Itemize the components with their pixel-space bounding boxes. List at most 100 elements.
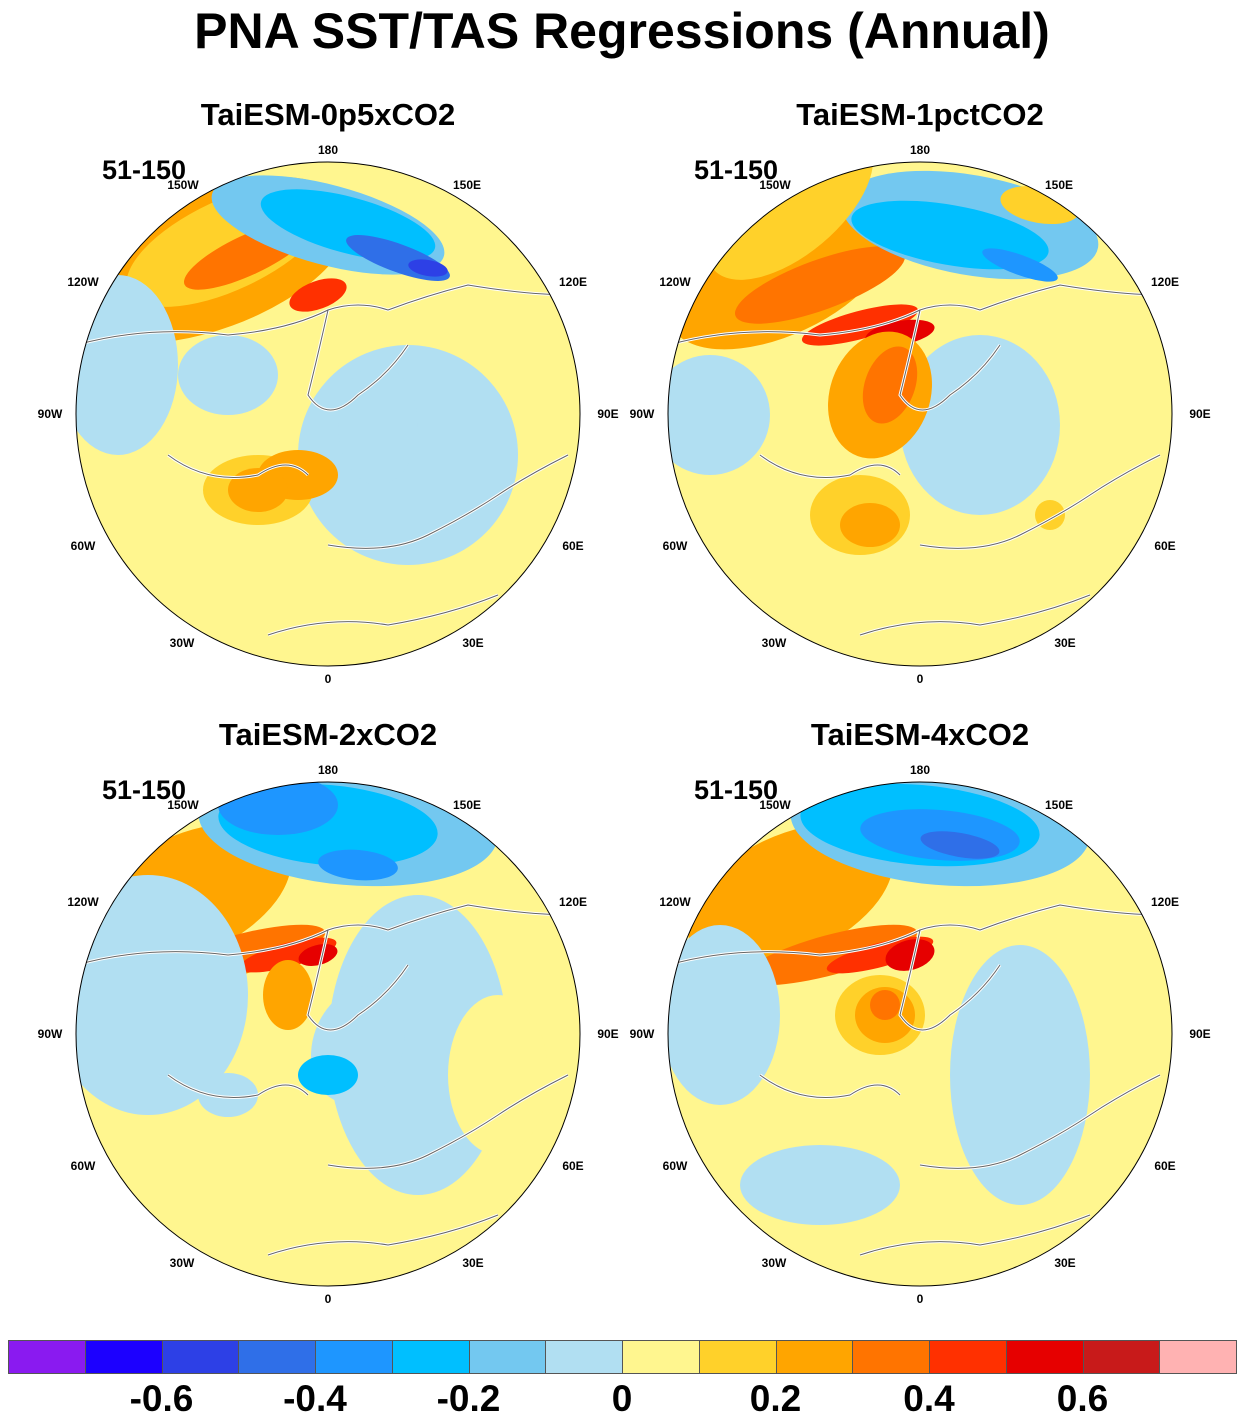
longitude-label: 180: [910, 143, 930, 157]
longitude-label: 30W: [170, 1256, 195, 1270]
longitude-label: 180: [318, 763, 338, 777]
longitude-label: 60E: [1154, 539, 1175, 553]
longitude-label: 90E: [597, 1027, 618, 1041]
map-panel: TaiESM-1pctCO2 180 150E 120E 90E 60E 30E 0 30W 60…: [620, 95, 1220, 705]
longitude-label: 0: [917, 1292, 924, 1306]
field-contour: [198, 1073, 258, 1117]
colorbar-box: [929, 1340, 1007, 1374]
field-contour: [870, 990, 900, 1020]
period-label: 51-150: [694, 775, 779, 805]
longitude-label: 120E: [559, 895, 587, 909]
longitude-label: 150W: [167, 798, 199, 812]
period-label: 51-150: [102, 155, 187, 185]
colorbar-tick-label: 0: [611, 1378, 633, 1419]
longitude-label: 150W: [167, 178, 199, 192]
longitude-label: 180: [910, 763, 930, 777]
colorbar-box: [775, 1340, 854, 1374]
field-contour: [408, 259, 448, 277]
longitude-label: 0: [325, 1292, 332, 1306]
longitude-label: 30E: [1054, 1256, 1075, 1270]
longitude-label: 90W: [630, 1027, 655, 1041]
map-border: [667, 161, 1173, 667]
longitude-label: 90E: [1189, 1027, 1210, 1041]
coastline: [899, 929, 1001, 1031]
coastline: [327, 1074, 569, 1169]
field-contour: [289, 278, 347, 312]
map-border: [75, 781, 581, 1287]
colorbar-tick-label: 0.4: [903, 1378, 955, 1419]
polar-map: 180 150E 120E 90E 60E 30E 0 30W 60W 90W 120W 150W: [630, 143, 1211, 686]
longitude-label: 60E: [1154, 1159, 1175, 1173]
coastline: [167, 454, 309, 478]
coastline: [668, 904, 1166, 966]
field-contour: [338, 365, 418, 485]
field-contour: [862, 346, 918, 424]
panel-title: TaiESM-0p5xCO2: [200, 97, 456, 132]
longitude-label: 150E: [453, 178, 481, 192]
field-contour: [76, 875, 248, 1115]
longitude-label: 60W: [71, 539, 96, 553]
coastline: [859, 594, 1091, 636]
longitude-label: 90W: [630, 407, 655, 421]
longitude-label: 120E: [1151, 275, 1179, 289]
colorbar-box: [622, 1340, 700, 1374]
coastline: [899, 309, 1001, 411]
longitude-label: 30E: [462, 636, 483, 650]
longitude-label: 120W: [67, 895, 99, 909]
colorbar-box: [238, 1340, 316, 1374]
longitude-label: 30W: [170, 636, 195, 650]
coastline: [919, 1074, 1161, 1169]
colorbar-tick-label: -0.2: [436, 1378, 501, 1419]
polar-map: 180 150E 120E 90E 60E 30E 0 30W 60W 90W 120W 150W: [630, 763, 1211, 1306]
coastline: [919, 454, 1161, 549]
longitude-label: 60W: [663, 539, 688, 553]
coastline: [76, 284, 574, 346]
map-panel: TaiESM-4xCO2 180 150E 120E 90E 60E 30E 0 30W 60W 9…: [620, 715, 1220, 1325]
colorbar-box: [161, 1340, 240, 1374]
longitude-label: 60E: [562, 1159, 583, 1173]
colorbar-tick-label: -0.4: [283, 1378, 347, 1419]
coastline: [307, 309, 409, 411]
longitude-label: 0: [325, 672, 332, 686]
map-panel: TaiESM-2xCO2 180 150E 120E 90E 60E 30E 0 30W 60W 9…: [28, 715, 628, 1325]
longitude-label: 60W: [71, 1159, 96, 1173]
longitude-label: 60W: [663, 1159, 688, 1173]
longitude-label: 120E: [559, 275, 587, 289]
field-contour: [668, 925, 780, 1105]
longitude-label: 30E: [462, 1256, 483, 1270]
colorbar-tick-label: -0.6: [129, 1378, 194, 1419]
coastline: [327, 454, 569, 549]
coastline: [759, 1074, 901, 1098]
field-contour: [982, 248, 1058, 282]
colorbar-box: [8, 1340, 86, 1374]
longitude-label: 150W: [759, 178, 791, 192]
panel-title: TaiESM-4xCO2: [810, 717, 1030, 752]
field-contour: [178, 335, 278, 415]
field-contour: [885, 939, 935, 971]
coastline: [167, 1074, 309, 1098]
field-contour: [298, 1055, 358, 1095]
field-contour: [218, 782, 338, 835]
field-contour: [840, 503, 900, 547]
coastline: [267, 1214, 499, 1256]
field-contour: [950, 945, 1090, 1205]
longitude-label: 90E: [597, 407, 618, 421]
colorbar-box: [545, 1340, 623, 1374]
polar-map: 180 150E 120E 90E 60E 30E 0 30W 60W 90W 120W 150W: [38, 763, 619, 1306]
colorbar-box: [468, 1340, 547, 1374]
field-contour: [920, 831, 1000, 859]
longitude-label: 90W: [38, 1027, 63, 1041]
panel-title: TaiESM-2xCO2: [218, 717, 438, 752]
coastline: [267, 594, 499, 636]
field-contour: [318, 849, 398, 881]
field-contour: [228, 468, 288, 512]
coastline: [307, 929, 409, 1031]
coastline: [759, 454, 901, 478]
longitude-label: 30W: [762, 636, 787, 650]
colorbar: [8, 1340, 1237, 1376]
field-contour: [668, 355, 770, 475]
main-title: PNA SST/TAS Regressions (Annual): [194, 3, 1050, 59]
colorbar-box: [391, 1340, 470, 1374]
colorbar-tick-label: 0.2: [749, 1378, 802, 1419]
field-contour: [239, 937, 337, 973]
